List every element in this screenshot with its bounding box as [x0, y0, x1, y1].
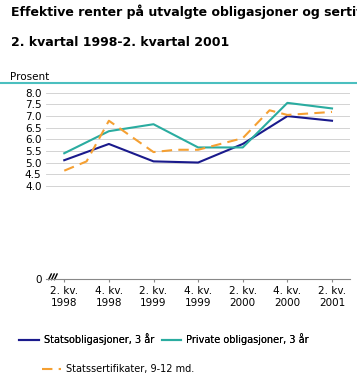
Statsobligasjoner, 3 år [285, 114, 290, 118]
Line: Statssertifikater, 9-12 md.: Statssertifikater, 9-12 md. [64, 110, 332, 171]
Statsobligasjoner, 3 år [330, 118, 334, 123]
Statssertifikater, 9-12 md. [267, 108, 272, 113]
Legend: Statssertifikater, 9-12 md.: Statssertifikater, 9-12 md. [37, 361, 198, 378]
Statsobligasjoner, 3 år [151, 159, 156, 164]
Statssertifikater, 9-12 md. [85, 159, 89, 164]
Text: 2. kvartal 1998-2. kvartal 2001: 2. kvartal 1998-2. kvartal 2001 [11, 36, 229, 49]
Statssertifikater, 9-12 md. [62, 168, 66, 173]
Statssertifikater, 9-12 md. [285, 113, 290, 117]
Private obligasjoner, 3 år [330, 106, 334, 111]
Private obligasjoner, 3 år [241, 145, 245, 150]
Legend: Statsobligasjoner, 3 år, Private obligasjoner, 3 år: Statsobligasjoner, 3 år, Private obligas… [16, 330, 313, 349]
Statssertifikater, 9-12 md. [196, 147, 200, 152]
Statsobligasjoner, 3 år [62, 158, 66, 163]
Statsobligasjoner, 3 år [241, 142, 245, 146]
Line: Private obligasjoner, 3 år: Private obligasjoner, 3 år [64, 103, 332, 153]
Line: Statsobligasjoner, 3 år: Statsobligasjoner, 3 år [64, 116, 332, 163]
Statssertifikater, 9-12 md. [330, 110, 334, 114]
Statssertifikater, 9-12 md. [174, 147, 178, 152]
Private obligasjoner, 3 år [196, 145, 200, 150]
Private obligasjoner, 3 år [151, 122, 156, 127]
Statsobligasjoner, 3 år [196, 160, 200, 165]
Statssertifikater, 9-12 md. [107, 118, 111, 123]
Private obligasjoner, 3 år [107, 129, 111, 134]
Text: Prosent: Prosent [10, 72, 49, 82]
Private obligasjoner, 3 år [62, 151, 66, 156]
Statsobligasjoner, 3 år [107, 142, 111, 146]
Private obligasjoner, 3 år [285, 101, 290, 105]
Text: Effektive renter på utvalgte obligasjoner og sertifikater.: Effektive renter på utvalgte obligasjone… [11, 4, 357, 19]
Statssertifikater, 9-12 md. [151, 150, 156, 154]
Statssertifikater, 9-12 md. [241, 136, 245, 140]
